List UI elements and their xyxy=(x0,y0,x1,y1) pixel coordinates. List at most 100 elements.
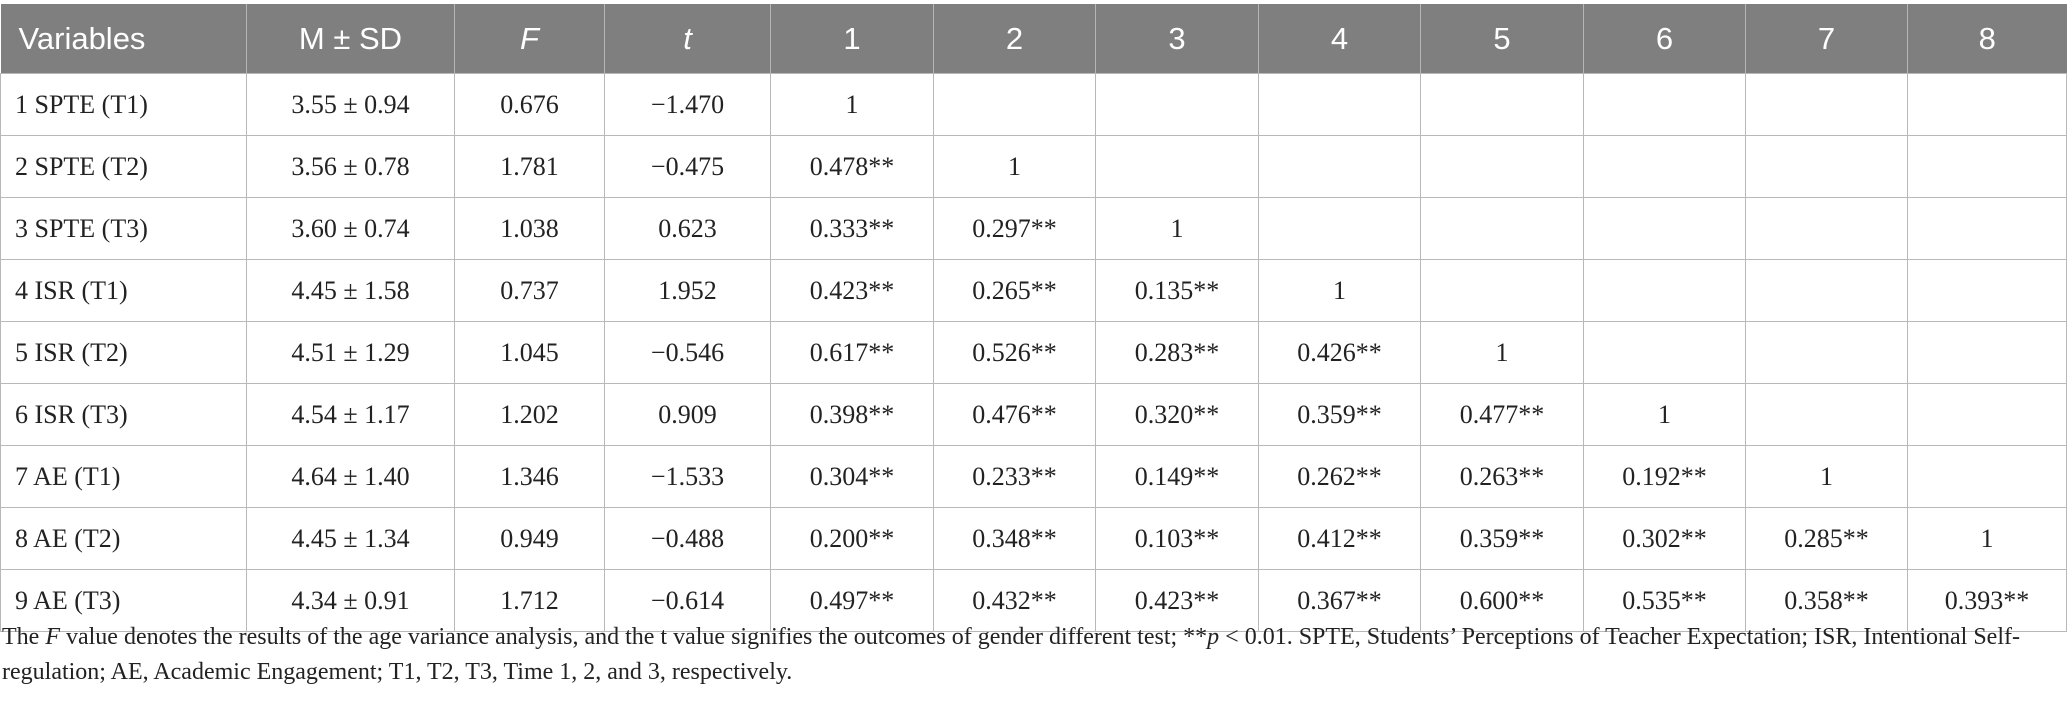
table-cell: 0.398** xyxy=(770,383,934,446)
table-cell: 1.202 xyxy=(454,383,605,446)
row-variable-label: 4 ISR (T1) xyxy=(0,259,247,322)
table-row: 8 AE (T2) 4.45 ± 1.34 0.949 −0.488 0.200** 0.… xyxy=(0,507,2067,570)
row-variable-label: 7 AE (T1) xyxy=(0,445,247,508)
table-cell: −0.475 xyxy=(604,135,771,198)
table-cell: 0.909 xyxy=(604,383,771,446)
table-cell: 0.949 xyxy=(454,507,605,570)
correlation-table: Variables M ± SD F t 1 2 3 4 5 6 7 8 1 S… xyxy=(0,4,2067,632)
table-cell: 0.333** xyxy=(770,197,934,260)
table-cell: 0.263** xyxy=(1420,445,1584,508)
table-cell: 1.712 xyxy=(454,569,605,632)
header-mean-sd: M ± SD xyxy=(246,4,455,74)
table-cell: −0.614 xyxy=(604,569,771,632)
table-cell: 4.45 ± 1.34 xyxy=(246,507,455,570)
table-cell xyxy=(1095,73,1259,136)
table-cell: 0.200** xyxy=(770,507,934,570)
table-cell: 1 xyxy=(933,135,1096,198)
table-cell: 0.426** xyxy=(1258,321,1421,384)
table-cell xyxy=(1907,445,2067,508)
header-col-1: 1 xyxy=(770,4,934,74)
correlation-table-container: Variables M ± SD F t 1 2 3 4 5 6 7 8 1 S… xyxy=(0,4,2067,632)
header-col-5: 5 xyxy=(1420,4,1584,74)
header-col-2: 2 xyxy=(933,4,1096,74)
table-cell: 0.412** xyxy=(1258,507,1421,570)
row-variable-label: 8 AE (T2) xyxy=(0,507,247,570)
table-cell: 0.359** xyxy=(1420,507,1584,570)
table-cell: 0.526** xyxy=(933,321,1096,384)
table-cell: 0.304** xyxy=(770,445,934,508)
table-cell: 0.302** xyxy=(1583,507,1746,570)
header-col-4: 4 xyxy=(1258,4,1421,74)
table-cell: 0.233** xyxy=(933,445,1096,508)
table-cell: 0.358** xyxy=(1745,569,1908,632)
table-cell xyxy=(1258,73,1421,136)
table-cell xyxy=(1745,73,1908,136)
footnote-f-symbol: F xyxy=(45,624,60,650)
table-cell: 0.135** xyxy=(1095,259,1259,322)
table-cell: 1 xyxy=(1907,507,2067,570)
table-footnote: The F value denotes the results of the a… xyxy=(2,620,2062,690)
table-cell xyxy=(933,73,1096,136)
table-cell xyxy=(1907,321,2067,384)
table-cell: 1.346 xyxy=(454,445,605,508)
table-cell xyxy=(1583,135,1746,198)
table-cell xyxy=(1095,135,1259,198)
table-cell: 4.45 ± 1.58 xyxy=(246,259,455,322)
row-variable-label: 9 AE (T3) xyxy=(0,569,247,632)
table-cell: 1 xyxy=(1420,321,1584,384)
table-cell: 0.283** xyxy=(1095,321,1259,384)
table-cell: −0.546 xyxy=(604,321,771,384)
row-variable-label: 3 SPTE (T3) xyxy=(0,197,247,260)
table-cell: 4.34 ± 0.91 xyxy=(246,569,455,632)
table-cell xyxy=(1420,135,1584,198)
table-cell xyxy=(1745,197,1908,260)
table-cell: 4.51 ± 1.29 xyxy=(246,321,455,384)
table-cell xyxy=(1907,197,2067,260)
table-cell: 1.038 xyxy=(454,197,605,260)
table-body: 1 SPTE (T1) 3.55 ± 0.94 0.676 −1.470 1 2 SPTE… xyxy=(0,73,2067,632)
table-cell: 0.149** xyxy=(1095,445,1259,508)
table-cell: 1 xyxy=(1745,445,1908,508)
footnote-text-1: The xyxy=(2,624,46,650)
table-cell: 1 xyxy=(1583,383,1746,446)
table-cell: 3.56 ± 0.78 xyxy=(246,135,455,198)
footnote-text-3: < 0.01. SPTE, Students’ Perceptions of T… xyxy=(2,624,2020,685)
table-row: 6 ISR (T3) 4.54 ± 1.17 1.202 0.909 0.398** 0.… xyxy=(0,383,2067,446)
table-cell: 0.297** xyxy=(933,197,1096,260)
table-cell: 1 xyxy=(770,73,934,136)
table-cell: 0.359** xyxy=(1258,383,1421,446)
table-cell: 0.617** xyxy=(770,321,934,384)
table-cell: 1.952 xyxy=(604,259,771,322)
table-row: 5 ISR (T2) 4.51 ± 1.29 1.045 −0.546 0.617** 0… xyxy=(0,321,2067,384)
table-cell xyxy=(1420,197,1584,260)
table-cell: 0.478** xyxy=(770,135,934,198)
header-col-3: 3 xyxy=(1095,4,1259,74)
table-cell: 0.285** xyxy=(1745,507,1908,570)
table-cell: −1.533 xyxy=(604,445,771,508)
table-cell: 0.423** xyxy=(1095,569,1259,632)
table-cell xyxy=(1907,135,2067,198)
table-cell: 4.54 ± 1.17 xyxy=(246,383,455,446)
table-cell xyxy=(1420,259,1584,322)
header-col-6: 6 xyxy=(1583,4,1746,74)
table-cell: 0.600** xyxy=(1420,569,1584,632)
row-variable-label: 6 ISR (T3) xyxy=(0,383,247,446)
table-cell xyxy=(1745,135,1908,198)
header-variables: Variables xyxy=(0,4,247,74)
table-cell xyxy=(1258,135,1421,198)
table-cell: 0.476** xyxy=(933,383,1096,446)
table-row: 1 SPTE (T1) 3.55 ± 0.94 0.676 −1.470 1 xyxy=(0,73,2067,136)
table-cell: 1 xyxy=(1095,197,1259,260)
table-row: 4 ISR (T1) 4.45 ± 1.58 0.737 1.952 0.423** 0.… xyxy=(0,259,2067,322)
header-col-8: 8 xyxy=(1907,4,2067,74)
row-variable-label: 2 SPTE (T2) xyxy=(0,135,247,198)
table-row: 7 AE (T1) 4.64 ± 1.40 1.346 −1.533 0.304** 0.… xyxy=(0,445,2067,508)
table-cell: 0.676 xyxy=(454,73,605,136)
row-variable-label: 1 SPTE (T1) xyxy=(0,73,247,136)
table-cell xyxy=(1907,73,2067,136)
table-cell: 0.432** xyxy=(933,569,1096,632)
table-cell: 1.781 xyxy=(454,135,605,198)
table-cell xyxy=(1583,321,1746,384)
table-cell: 0.348** xyxy=(933,507,1096,570)
table-cell: 4.64 ± 1.40 xyxy=(246,445,455,508)
